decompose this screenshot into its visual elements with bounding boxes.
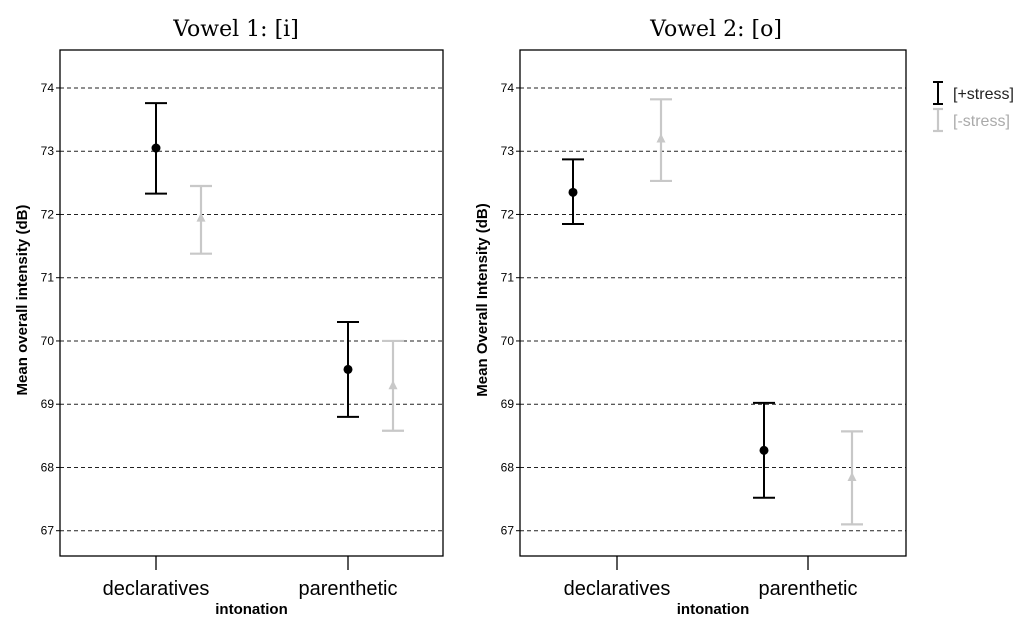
y-tick-label: 71 (501, 271, 515, 285)
y-tick-label: 74 (41, 81, 55, 95)
x-tick-label: declaratives (564, 578, 671, 600)
y-axis-label: Mean Overall Intensity (dB) (474, 203, 491, 396)
y-tick-label: 67 (501, 524, 515, 538)
legend-label: [-stress] (953, 113, 1010, 130)
x-axis-label: intonation (215, 601, 287, 618)
x-tick-label: parenthetic (759, 578, 858, 600)
panel-vowel-2: Vowel 2: [o] 67 68 69 70 71 72 73 74 declaratives… (474, 17, 907, 618)
y-tick-label: 68 (501, 460, 515, 474)
y-tick-label: 69 (501, 397, 515, 411)
mean-point (568, 187, 578, 197)
y-tick-label: 74 (501, 81, 515, 95)
plot-frame (59, 49, 444, 557)
mean-point (196, 212, 206, 222)
chart-title: Vowel 1: [i] (172, 17, 299, 42)
y-tick-label: 71 (41, 271, 55, 285)
y-tick-label: 67 (41, 524, 55, 538)
y-tick-label: 73 (501, 144, 515, 158)
legend: [+stress] [-stress] (933, 81, 1014, 133)
y-tick-label: 70 (41, 334, 55, 348)
y-tick-label: 68 (41, 460, 55, 474)
x-axis-label: intonation (677, 601, 749, 618)
y-tick-label: 69 (41, 397, 55, 411)
mean-point (151, 143, 161, 153)
legend-label: [+stress] (953, 86, 1014, 103)
plot-frame (519, 49, 907, 557)
panel-vowel-1: Vowel 1: [i] 67 68 69 70 71 72 73 74 declaratives… (14, 17, 444, 618)
mean-point (388, 380, 398, 390)
y-tick-label: 72 (501, 207, 515, 221)
y-axis-label: Mean overall intensity (dB) (14, 205, 31, 396)
y-tick-label: 73 (41, 144, 55, 158)
y-tick-label: 72 (41, 207, 55, 221)
x-tick-label: declaratives (103, 578, 210, 600)
mean-point (656, 133, 666, 143)
x-tick-label: parenthetic (299, 578, 398, 600)
y-tick-label: 70 (501, 334, 515, 348)
mean-point (343, 364, 353, 374)
mean-point (847, 471, 857, 481)
chart-title: Vowel 2: [o] (649, 17, 782, 42)
mean-point (759, 445, 769, 455)
